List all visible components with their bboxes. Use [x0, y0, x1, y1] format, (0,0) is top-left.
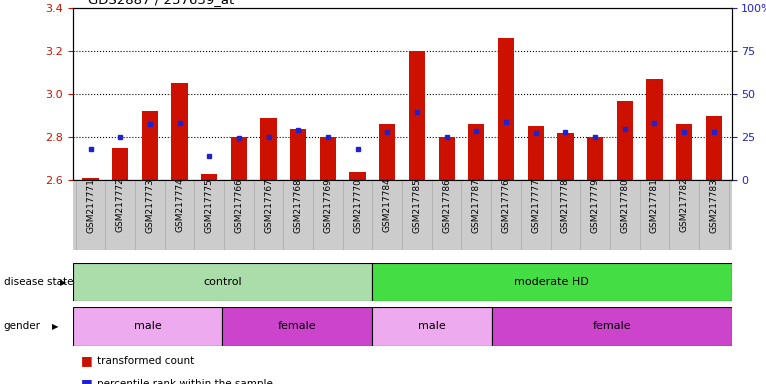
- Text: GDS2887 / 237639_at: GDS2887 / 237639_at: [88, 0, 234, 6]
- Bar: [290, 129, 306, 180]
- Bar: [468, 124, 484, 180]
- Bar: [647, 79, 663, 180]
- Bar: [498, 38, 514, 180]
- Text: disease state: disease state: [4, 277, 74, 287]
- Bar: [349, 172, 366, 180]
- Bar: [172, 83, 188, 180]
- Bar: [201, 174, 218, 180]
- Bar: [379, 124, 395, 180]
- Bar: [492, 307, 732, 346]
- Bar: [557, 133, 574, 180]
- Text: ■: ■: [80, 377, 92, 384]
- Bar: [438, 137, 455, 180]
- Bar: [587, 137, 603, 180]
- Text: male: male: [134, 321, 162, 331]
- Bar: [319, 137, 336, 180]
- Text: ■: ■: [80, 354, 92, 367]
- Bar: [409, 51, 425, 180]
- Bar: [260, 118, 277, 180]
- Bar: [676, 124, 692, 180]
- Text: moderate HD: moderate HD: [515, 277, 589, 287]
- Text: gender: gender: [4, 321, 41, 331]
- Bar: [112, 148, 129, 180]
- Bar: [83, 178, 99, 180]
- Bar: [222, 307, 372, 346]
- Text: ▶: ▶: [52, 322, 58, 331]
- Bar: [372, 307, 492, 346]
- Text: female: female: [592, 321, 631, 331]
- Bar: [73, 263, 372, 301]
- Text: male: male: [418, 321, 446, 331]
- Text: percentile rank within the sample: percentile rank within the sample: [97, 379, 273, 384]
- Bar: [231, 137, 247, 180]
- Bar: [617, 101, 633, 180]
- Text: female: female: [278, 321, 316, 331]
- Text: transformed count: transformed count: [97, 356, 195, 366]
- Bar: [73, 307, 222, 346]
- Bar: [142, 111, 158, 180]
- Text: control: control: [203, 277, 242, 287]
- Bar: [528, 126, 544, 180]
- Text: ▶: ▶: [60, 278, 66, 287]
- Bar: [372, 263, 732, 301]
- Bar: [705, 116, 722, 180]
